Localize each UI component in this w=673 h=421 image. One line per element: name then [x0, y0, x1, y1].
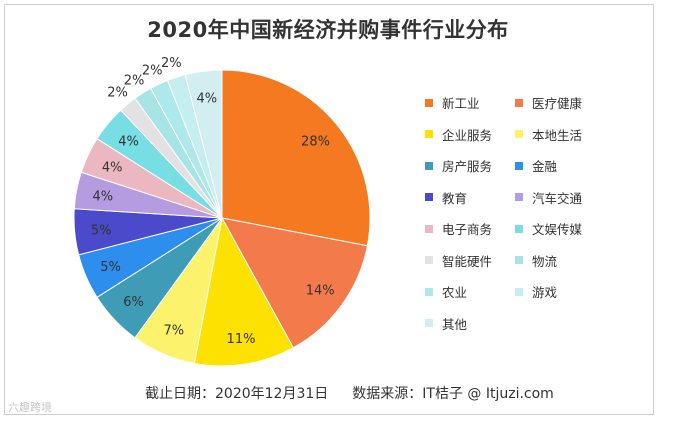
legend-label: 电子商务 — [442, 222, 493, 238]
legend-item-7: 教育 — [425, 182, 515, 214]
legend-label: 新工业 — [442, 96, 480, 112]
legend-item-11: 智能硬件 — [425, 245, 515, 277]
legend-swatch — [515, 98, 523, 107]
pie-slice-2 — [221, 217, 368, 349]
legend-label: 本地生活 — [532, 127, 583, 143]
legend-item-14: 游戏 — [515, 276, 615, 308]
legend-swatch — [425, 256, 433, 265]
legend-swatch — [515, 224, 523, 233]
legend-label: 智能硬件 — [442, 253, 493, 269]
pie-slice-1 — [221, 69, 371, 247]
legend-swatch — [425, 224, 433, 233]
data-label-7: 5% — [91, 223, 112, 238]
legend-label: 医疗健康 — [532, 96, 583, 112]
data-label-6: 5% — [100, 260, 121, 275]
data-label-9: 4% — [102, 160, 123, 175]
legend-swatch — [515, 161, 523, 170]
pie-slice-15 — [184, 69, 223, 219]
legend-label: 汽车交通 — [532, 190, 583, 206]
chart-legend: 新工业 医疗健康企业服务 本地生活房产服务 金融教育 汽车交通电子商务 文娱传媒智能硬件 物… — [425, 87, 625, 339]
data-label-15: 4% — [196, 92, 217, 107]
legend-item-3: 企业服务 — [425, 119, 515, 151]
legend-item-8: 汽车交通 — [515, 182, 615, 214]
date-note: 截止日期：2020年12月31日 — [145, 386, 329, 402]
legend-swatch — [425, 161, 433, 170]
data-label-1: 28% — [301, 135, 330, 150]
data-label-10: 4% — [118, 135, 139, 150]
legend-swatch — [425, 98, 433, 107]
legend-item-12: 物流 — [515, 245, 615, 277]
legend-label: 农业 — [442, 285, 468, 301]
legend-item-9: 电子商务 — [425, 213, 515, 245]
legend-label: 金融 — [532, 159, 558, 175]
legend-label: 教育 — [442, 190, 468, 206]
chart-footer: 截止日期：2020年12月31日 数据来源：IT桔子 @ Itjuzi.com — [145, 383, 554, 403]
legend-swatch — [515, 130, 523, 139]
legend-item-5: 房产服务 — [425, 150, 515, 182]
data-label-3: 11% — [227, 332, 256, 347]
legend-item-4: 本地生活 — [515, 119, 615, 151]
data-label-12: 2% — [124, 74, 145, 89]
legend-label: 文娱传媒 — [532, 222, 583, 238]
legend-item-1: 新工业 — [425, 87, 515, 119]
legend-swatch — [515, 287, 523, 296]
data-label-4: 7% — [163, 323, 184, 338]
data-label-11: 2% — [107, 86, 128, 101]
legend-label: 企业服务 — [442, 127, 493, 143]
legend-swatch — [425, 319, 433, 328]
watermark: 六趣跨境 — [8, 401, 52, 414]
pie-slice-3 — [193, 216, 294, 367]
source-note: 数据来源：IT桔子 @ Itjuzi.com — [352, 386, 554, 402]
chart-title: 2020年中国新经济并购事件行业分布 — [147, 18, 509, 42]
legend-label: 游戏 — [532, 285, 558, 301]
legend-swatch — [515, 193, 523, 202]
legend-swatch — [425, 287, 433, 296]
data-label-2: 14% — [306, 283, 335, 298]
legend-item-2: 医疗健康 — [515, 87, 615, 119]
legend-item-13: 农业 — [425, 276, 515, 308]
legend-label: 房产服务 — [442, 159, 493, 175]
legend-label: 其他 — [442, 316, 468, 332]
legend-item-6: 金融 — [515, 150, 615, 182]
legend-item-15: 其他 — [425, 308, 515, 340]
legend-swatch — [425, 193, 433, 202]
legend-item-10: 文娱传媒 — [515, 213, 615, 245]
legend-swatch — [425, 130, 433, 139]
data-label-5: 6% — [123, 295, 144, 310]
legend-label: 物流 — [532, 253, 558, 269]
legend-swatch — [515, 256, 523, 265]
data-label-14: 2% — [161, 56, 182, 71]
data-label-8: 4% — [92, 189, 113, 204]
data-label-13: 2% — [142, 64, 163, 79]
